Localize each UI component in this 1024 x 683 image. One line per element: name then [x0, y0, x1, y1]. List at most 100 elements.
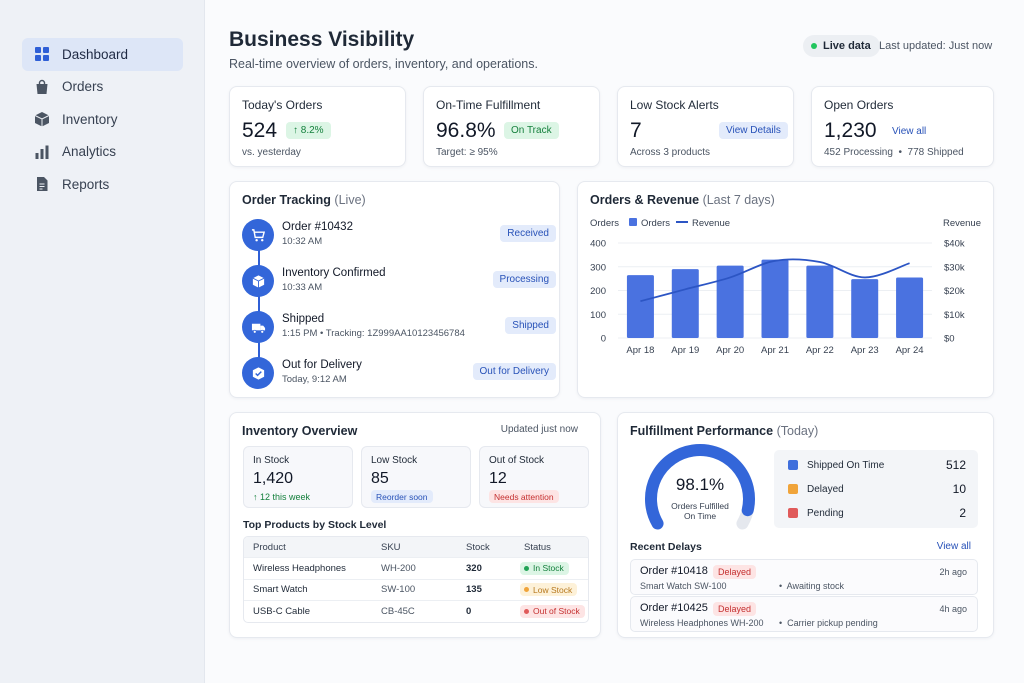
card-title: Inventory Overview [242, 424, 358, 438]
inventory-updated: Updated just now [500, 424, 578, 435]
delay-item[interactable]: Order #10425 Delayed Wireless Headphones… [630, 596, 978, 632]
inv-sub: ↑ 12 this week [253, 492, 311, 502]
y-tick-label: 300 [590, 262, 606, 273]
delay-item[interactable]: Order #10418 Delayed Smart Watch SW-100 … [630, 559, 978, 595]
kpi-sub: Target: ≥ 95% [436, 147, 498, 158]
document-icon [34, 176, 50, 192]
attention-badge: Needs attention [489, 490, 559, 503]
inv-value: 1,420 [253, 470, 294, 487]
tracking-step: Order #10432 10:32 AM Received [242, 219, 560, 255]
column-header[interactable]: Status [524, 541, 551, 553]
sidebar-item-label: Inventory [62, 111, 118, 127]
y2-tick-label: $40k [944, 239, 965, 250]
status-cell: Low Stock [520, 580, 578, 601]
y2-tick-label: $10k [944, 310, 965, 321]
sidebar-item-analytics[interactable]: Analytics [22, 136, 183, 169]
table-row[interactable]: USB-C Cable CB-45C 0 Out of Stock [244, 600, 588, 622]
view-all-delays-link[interactable]: View all [936, 541, 971, 552]
sidebar-item-reports[interactable]: Reports [22, 168, 183, 201]
legend-bar-swatch [629, 218, 637, 226]
product-sku: CB-45C [381, 605, 415, 617]
legend-label: Shipped On Time [807, 459, 885, 471]
legend-label: Pending [807, 507, 844, 519]
step-title: Order #10432 [282, 221, 353, 233]
delay-note: • Carrier pickup pending [779, 618, 878, 628]
sidebar-item-dashboard[interactable]: Dashboard [22, 38, 183, 71]
x-tick-label: Apr 19 [671, 345, 699, 356]
kpi-label: Today's Orders [242, 98, 323, 112]
card-title: Fulfillment Performance (Today) [630, 424, 818, 438]
reorder-badge: Reorder soon [371, 490, 433, 503]
kpi-value: 524 [242, 119, 278, 142]
step-time: 1:15 PM • Tracking: 1Z999AA10123456784 [282, 328, 465, 339]
delay-order-id: Order #10418 [640, 565, 708, 577]
delay-order-id: Order #10425 [640, 602, 708, 614]
status-cell: In Stock [520, 558, 569, 579]
page-title: Business Visibility [229, 28, 415, 51]
product-name: Wireless Headphones [253, 562, 346, 574]
card-title: Order Tracking (Live) [242, 193, 366, 207]
card-title-text: Order Tracking [242, 193, 331, 207]
y2-tick-label: $30k [944, 262, 965, 273]
delay-product: Wireless Headphones WH-200 [640, 618, 764, 628]
kpi-label: Low Stock Alerts [630, 98, 719, 112]
legend-value: 2 [959, 506, 966, 520]
tracking-step: Inventory Confirmed 10:33 AM Processing [242, 265, 560, 301]
revenue-line [640, 258, 910, 303]
legend-shipped: Shipped On Time 512 [788, 457, 966, 473]
x-tick-label: Apr 23 [851, 345, 879, 356]
status-dot-icon [524, 587, 529, 593]
tracking-step: Shipped 1:15 PM • Tracking: 1Z999AA10123… [242, 311, 560, 347]
view-all-link[interactable]: View all [892, 126, 927, 137]
tracking-line [258, 234, 260, 372]
gauge-label-line2: On Time [683, 511, 717, 521]
legend-line-label: Revenue [692, 218, 730, 229]
sidebar-item-label: Analytics [62, 144, 117, 160]
product-stock: 0 [466, 605, 472, 617]
last-updated: Last updated: Just now [879, 40, 993, 52]
tracking-step: Out for Delivery Today, 9:12 AM Out for … [242, 357, 560, 393]
bar-apr-19 [671, 269, 699, 338]
y-tick-label: 100 [590, 310, 606, 321]
live-data-badge: Live data [803, 35, 880, 57]
kpi-sub: Across 3 products [630, 147, 711, 158]
kpi-card-on-time: On-Time Fulfillment 96.8% On Track Targe… [423, 86, 600, 167]
table-row[interactable]: Smart Watch SW-100 135 Low Stock [244, 578, 588, 601]
fulfillment-gauge [645, 444, 755, 530]
card-title-note: (Live) [334, 193, 366, 207]
status-text: Low Stock [533, 584, 573, 595]
column-header[interactable]: SKU [381, 541, 401, 553]
shopping-bag-icon [34, 79, 50, 95]
card-title-note: (Today) [776, 424, 819, 438]
sidebar-item-label: Orders [62, 79, 104, 95]
inv-label: In Stock [253, 455, 290, 466]
column-header[interactable]: Product [253, 541, 286, 553]
status-badge: On Track [504, 122, 559, 139]
table-row[interactable]: Wireless Headphones WH-200 320 In Stock [244, 557, 588, 579]
bar-apr-20 [716, 265, 744, 338]
bar-apr-21 [761, 259, 789, 338]
box-icon [242, 265, 274, 297]
package-check-icon [242, 357, 274, 389]
inv-value: 85 [371, 470, 389, 487]
sidebar-item-orders[interactable]: Orders [22, 71, 183, 104]
kpi-label: On-Time Fulfillment [436, 98, 541, 112]
sidebar-item-inventory[interactable]: Inventory [22, 103, 183, 136]
page-subtitle: Real-time overview of orders, inventory,… [229, 57, 538, 71]
x-tick-label: Apr 24 [896, 345, 924, 356]
card-title-text: Fulfillment Performance [630, 424, 774, 438]
step-status-badge: Processing [492, 271, 556, 288]
column-header[interactable]: Stock [466, 541, 490, 553]
legend-value: 10 [952, 482, 966, 496]
kpi-value: 7 [630, 119, 642, 142]
sidebar-item-label: Reports [62, 176, 110, 192]
x-tick-label: Apr 18 [626, 345, 654, 356]
status-text: In Stock [533, 563, 564, 574]
legend-swatch [788, 484, 798, 494]
inv-label: Low Stock [371, 455, 418, 466]
status-badge: Low Stock [520, 583, 578, 597]
view-details-button[interactable]: View Details [719, 122, 788, 139]
legend-swatch [788, 460, 798, 470]
step-status-badge: Shipped [505, 317, 556, 334]
bar-apr-24 [896, 277, 924, 338]
